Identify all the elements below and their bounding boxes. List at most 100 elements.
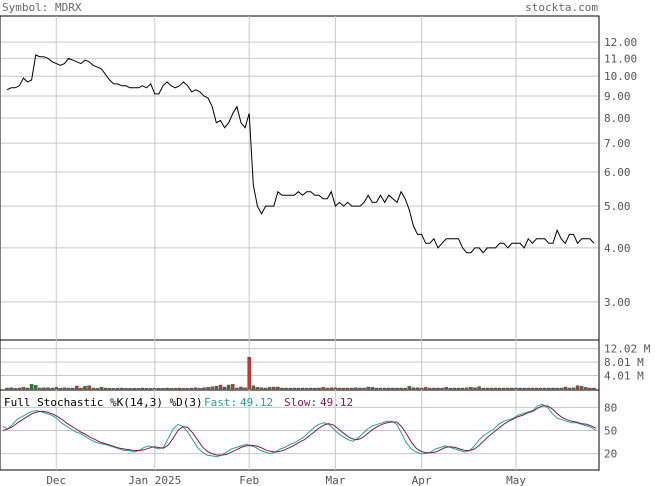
- volume-bar: [391, 387, 395, 390]
- volume-bar: [29, 384, 34, 390]
- price-panel: [0, 15, 600, 341]
- volume-bar: [169, 388, 173, 390]
- volume-bar: [66, 387, 71, 390]
- volume-bar: [62, 387, 67, 390]
- volume-bar: [243, 387, 247, 390]
- volume-bar: [370, 387, 375, 390]
- volume-tick-label: 4.01 M: [604, 370, 644, 383]
- volume-bar: [128, 388, 132, 390]
- fast-value: 49.12: [240, 396, 273, 409]
- price-tick-label: 8.00: [604, 112, 631, 125]
- volume-panel: [0, 339, 600, 391]
- volume-bar: [239, 386, 243, 390]
- volume-bar: [288, 387, 292, 390]
- volume-bar: [534, 387, 539, 390]
- volume-bar: [140, 387, 145, 390]
- volume-bar: [387, 387, 391, 390]
- volume-bar: [272, 386, 276, 390]
- volume-bar: [132, 388, 137, 390]
- volume-bar: [13, 388, 17, 390]
- stochastic-tick-label: 50: [604, 425, 617, 438]
- date-tick-label: May: [506, 474, 526, 486]
- volume-bar: [547, 387, 551, 390]
- volume-bar: [161, 388, 165, 390]
- volume-bar: [460, 387, 465, 390]
- volume-bar: [165, 387, 169, 390]
- stochastic-tick-label: 20: [604, 448, 617, 461]
- stochastic-panel: [0, 389, 600, 471]
- volume-bar: [436, 387, 440, 390]
- volume-bar: [292, 387, 297, 390]
- volume-bar: [263, 387, 268, 390]
- volume-bar: [411, 387, 416, 390]
- volume-bar: [432, 387, 436, 390]
- date-axis: Dec Jan 2025 Feb Mar Apr May: [46, 474, 526, 486]
- volume-bar: [313, 387, 317, 390]
- stochastic-axis: 80 50 20: [604, 401, 617, 460]
- volume-bar: [9, 387, 13, 390]
- stochastic-tick-label: 80: [604, 401, 617, 414]
- price-tick-label: 9.00: [604, 90, 631, 103]
- volume-tick-label: 12.02 M: [604, 343, 651, 356]
- volume-bar: [407, 386, 412, 390]
- volume-bar: [116, 387, 120, 390]
- volume-bar: [17, 387, 22, 390]
- volume-bar: [440, 387, 444, 390]
- volume-bar: [350, 387, 354, 390]
- volume-bars: [5, 356, 596, 390]
- volume-bar: [575, 385, 580, 390]
- volume-bar: [358, 387, 362, 390]
- volume-bar: [46, 387, 50, 390]
- price-tick-label: 10.00: [604, 70, 637, 83]
- date-tick-label: Feb: [239, 474, 259, 486]
- volume-bar: [510, 387, 514, 390]
- volume-bar: [235, 387, 239, 390]
- slow-value: 49.12: [320, 396, 353, 409]
- grid-lines: [1, 16, 598, 470]
- volume-bar: [21, 387, 26, 390]
- volume-bar: [530, 387, 535, 390]
- volume-bar: [423, 387, 428, 390]
- volume-bar: [341, 387, 346, 390]
- volume-bar: [551, 387, 555, 390]
- volume-bar: [185, 388, 190, 390]
- volume-bar: [382, 387, 387, 390]
- fast-label: Fast:: [204, 396, 237, 409]
- volume-bar: [99, 387, 104, 390]
- volume-bar: [542, 387, 547, 390]
- volume-bar: [489, 387, 494, 390]
- volume-bar: [452, 387, 457, 390]
- volume-bar: [58, 388, 63, 390]
- stochastic-slow-line: [2, 405, 597, 456]
- stochastic-title: Full Stochastic %K(14,3) %D(3): [4, 396, 203, 409]
- volume-bar: [247, 356, 251, 390]
- symbol-label: Symbol: MDRX: [2, 1, 82, 14]
- volume-bar: [345, 387, 350, 390]
- volume-bar: [317, 387, 321, 390]
- volume-bar: [194, 387, 198, 390]
- volume-bar: [157, 388, 161, 390]
- volume-bar: [144, 388, 149, 390]
- volume-bar: [584, 387, 588, 390]
- volume-bar: [120, 387, 124, 390]
- price-tick-label: 12.00: [604, 36, 637, 49]
- volume-bar: [354, 387, 358, 390]
- volume-bar: [477, 386, 481, 390]
- volume-bar: [54, 387, 59, 390]
- volume-bar: [419, 387, 424, 390]
- volume-bar: [522, 387, 526, 390]
- volume-bar: [83, 386, 87, 390]
- volume-bar: [25, 387, 30, 390]
- volume-bar: [497, 387, 502, 390]
- volume-bar: [592, 387, 596, 390]
- volume-bar: [198, 388, 202, 390]
- volume-bar: [79, 387, 83, 390]
- price-tick-label: 6.00: [604, 166, 631, 179]
- volume-bar: [222, 386, 227, 390]
- price-tick-label: 3.00: [604, 296, 631, 309]
- volume-bar: [333, 387, 338, 390]
- volume-bar: [526, 387, 531, 390]
- volume-bar: [231, 384, 235, 390]
- volume-bar: [136, 388, 141, 390]
- volume-bar: [218, 384, 223, 390]
